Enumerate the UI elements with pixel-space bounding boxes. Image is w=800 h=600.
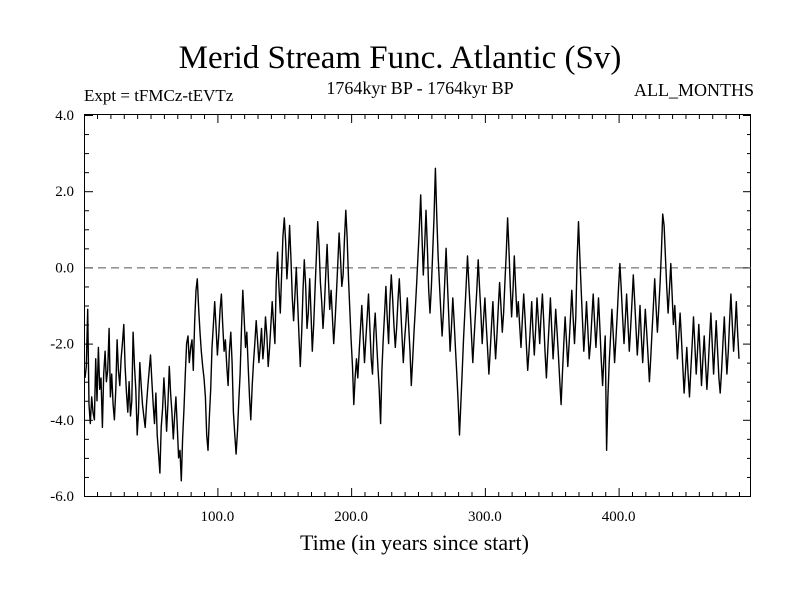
y-tick-label: -2.0 [50, 337, 74, 353]
y-tick-label: -6.0 [50, 489, 74, 505]
experiment-label: Expt = tFMCz-tEVTz [84, 86, 234, 105]
y-tick-label: 4.0 [55, 108, 74, 124]
x-tick-label: 300.0 [468, 509, 502, 525]
plot-frame [84, 114, 751, 497]
x-tick-label: 200.0 [334, 509, 368, 525]
chart-subtitle: 1764kyr BP - 1764kyr BP [326, 78, 514, 98]
months-label: ALL_MONTHS [634, 80, 754, 100]
x-axis-label: Time (in years since start) [300, 530, 529, 555]
y-tick-label: 2.0 [55, 184, 74, 200]
y-tick-label: -4.0 [50, 413, 74, 429]
tick-labels: 100.0 200.0 300.0 400.0 4.0 2.0 0.0 -2.0 -4.0 -6.… [50, 108, 635, 525]
series-line [84, 167, 740, 482]
axis-ticks [85, 115, 751, 497]
x-tick-label: 100.0 [201, 509, 235, 525]
y-tick-label: 0.0 [55, 260, 74, 276]
x-tick-label: 400.0 [602, 509, 636, 525]
chart-title: Merid Stream Func. Atlantic (Sv) [178, 40, 622, 76]
